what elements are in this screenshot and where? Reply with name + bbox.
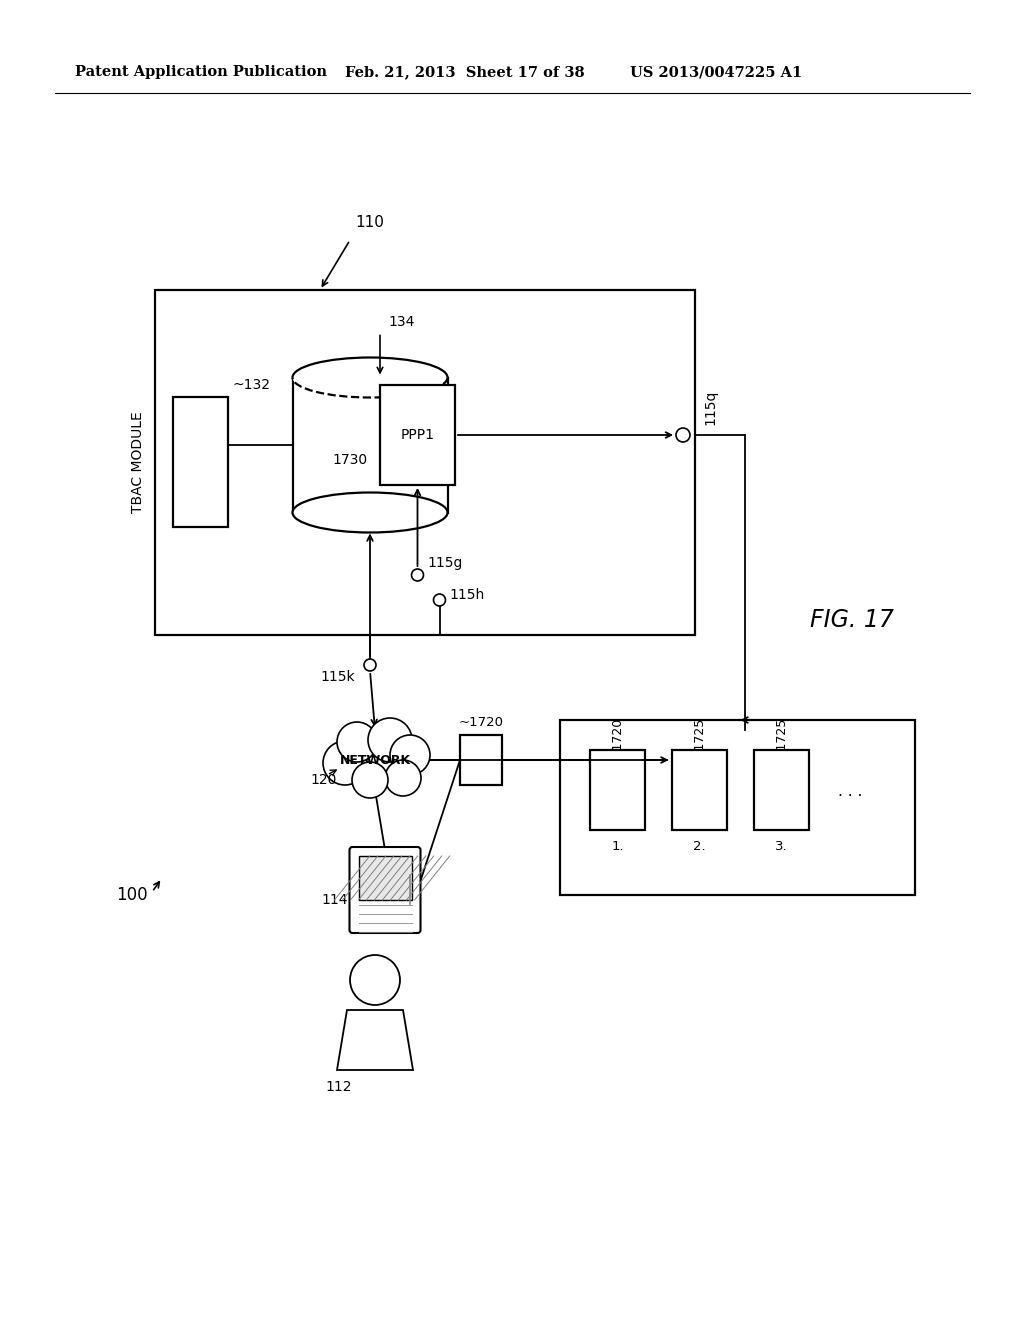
Bar — [380, 385, 455, 484]
Bar — [293, 378, 447, 512]
Bar — [560, 719, 915, 895]
Text: ~1725: ~1725 — [693, 717, 706, 759]
Circle shape — [385, 760, 421, 796]
Text: 100: 100 — [117, 886, 148, 904]
Text: 115h: 115h — [450, 587, 484, 602]
Bar — [155, 290, 695, 635]
Circle shape — [352, 762, 388, 799]
Text: FIG. 17: FIG. 17 — [810, 609, 894, 632]
Text: ~132: ~132 — [233, 378, 271, 392]
Bar — [672, 750, 727, 830]
Bar — [590, 750, 645, 830]
Circle shape — [368, 718, 412, 762]
Text: 112: 112 — [325, 1080, 351, 1094]
Text: PPP1: PPP1 — [400, 428, 434, 442]
Text: 1.: 1. — [611, 840, 624, 853]
Circle shape — [676, 428, 690, 442]
Text: 110: 110 — [355, 215, 384, 230]
Text: Feb. 21, 2013  Sheet 17 of 38: Feb. 21, 2013 Sheet 17 of 38 — [345, 65, 585, 79]
Polygon shape — [337, 1010, 413, 1071]
Circle shape — [412, 569, 424, 581]
Text: TBAC MODULE: TBAC MODULE — [131, 412, 145, 513]
Bar — [754, 750, 809, 830]
Text: US 2013/0047225 A1: US 2013/0047225 A1 — [630, 65, 802, 79]
Text: 134: 134 — [388, 315, 415, 330]
Text: . . .: . . . — [838, 784, 862, 800]
FancyBboxPatch shape — [349, 847, 421, 933]
Circle shape — [433, 594, 445, 606]
Text: 115k: 115k — [319, 671, 354, 684]
Text: 115q: 115q — [703, 389, 717, 425]
Text: ~1720: ~1720 — [611, 717, 624, 759]
Text: 3.: 3. — [775, 840, 787, 853]
Text: 1730: 1730 — [332, 453, 368, 467]
Text: ~1725: ~1725 — [775, 717, 788, 759]
Bar — [460, 735, 502, 785]
Text: Patent Application Publication: Patent Application Publication — [75, 65, 327, 79]
Text: 115g: 115g — [427, 556, 463, 570]
Text: 114: 114 — [321, 894, 347, 907]
Text: 2.: 2. — [693, 840, 706, 853]
Ellipse shape — [293, 358, 447, 397]
Bar — [173, 397, 228, 527]
Circle shape — [323, 741, 367, 785]
Bar — [358, 855, 412, 900]
Text: ~1720: ~1720 — [459, 717, 504, 730]
Circle shape — [347, 733, 403, 788]
Circle shape — [337, 722, 377, 762]
Circle shape — [350, 954, 400, 1005]
Circle shape — [390, 735, 430, 775]
Circle shape — [364, 659, 376, 671]
Ellipse shape — [293, 492, 447, 532]
Text: NETWORK: NETWORK — [339, 754, 411, 767]
Text: 120: 120 — [310, 774, 336, 787]
